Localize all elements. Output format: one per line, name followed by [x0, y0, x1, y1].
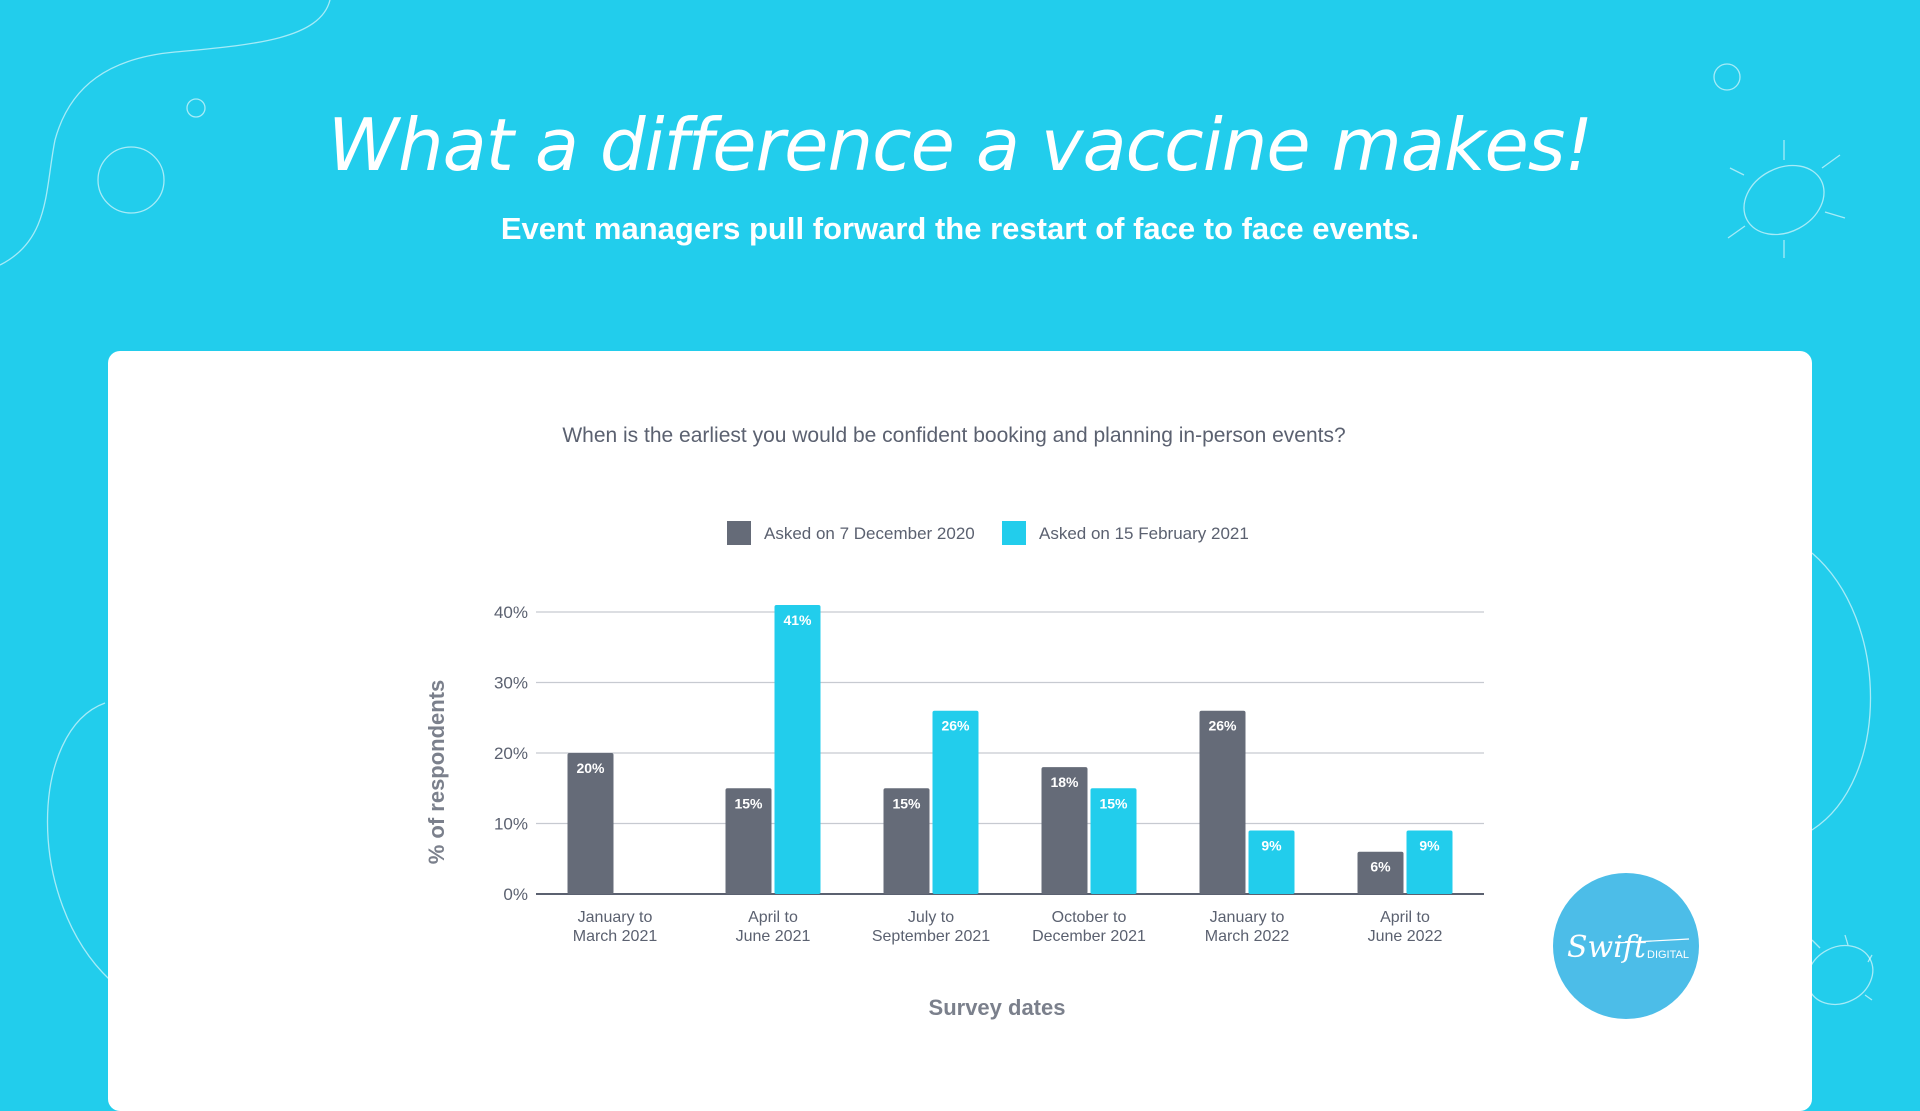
swirl-line-right [1811, 552, 1871, 831]
bar [1406, 830, 1453, 894]
y-tick-label: 40% [494, 603, 528, 622]
data-label: 26% [1208, 718, 1237, 734]
x-tick-label: December 2021 [1032, 928, 1146, 945]
x-tick-label: June 2021 [736, 928, 811, 945]
x-axis-title: Survey dates [929, 995, 1066, 1020]
page-subtitle: Event managers pull forward the restart … [500, 211, 1420, 246]
x-tick-label: April to [1380, 909, 1430, 926]
data-label: 41% [783, 612, 812, 628]
x-tick-label: April to [748, 909, 798, 926]
x-tick-label: July to [908, 909, 954, 926]
x-tick-label: March 2021 [573, 928, 658, 945]
bar [932, 710, 979, 894]
x-tick-label: January to [1210, 909, 1285, 926]
bar [725, 788, 772, 894]
background-decoration [0, 0, 1874, 1006]
bar [1041, 767, 1088, 894]
sun-icon-top-right [1727, 140, 1846, 258]
bar [1199, 710, 1246, 894]
bar [883, 788, 930, 894]
ring-small-top-right [1713, 63, 1741, 91]
legend-swatch [727, 521, 751, 545]
y-axis-title: % of respondents [424, 680, 449, 865]
swift-digital-logo: Swift DIGITAL [1553, 873, 1699, 1019]
x-tick-label: September 2021 [872, 928, 990, 945]
data-label: 18% [1050, 774, 1079, 790]
page-title: What a difference a vaccine makes! [327, 103, 1593, 187]
ring-large-top-left [97, 146, 165, 214]
bar [567, 753, 614, 894]
chart-title: When is the earliest you would be confid… [562, 424, 1346, 447]
logo-script-text: Swift [1567, 930, 1647, 965]
x-tick-label: October to [1052, 909, 1127, 926]
y-tick-label: 0% [503, 885, 528, 904]
data-label: 20% [576, 760, 605, 776]
y-tick-label: 30% [494, 674, 528, 693]
y-tick-label: 10% [494, 815, 528, 834]
data-label: 15% [1099, 795, 1128, 811]
legend-swatch [1002, 521, 1026, 545]
bar-chart: 0% 10% 20% 30% 40% 20% 15% 15% 18% 26% 6% 41% 26% 15%… [424, 521, 1484, 1020]
bar [774, 604, 821, 894]
data-label: 15% [892, 795, 921, 811]
data-label: 6% [1370, 859, 1391, 875]
data-label: 9% [1261, 838, 1282, 854]
swirl-line-top-left [0, 0, 331, 266]
x-tick-label: June 2022 [1368, 928, 1443, 945]
y-tick-label: 20% [494, 744, 528, 763]
logo-word-text: DIGITAL [1647, 949, 1689, 961]
x-tick-label: January to [578, 909, 653, 926]
legend-label: Asked on 7 December 2020 [764, 524, 975, 543]
data-label: 9% [1419, 838, 1440, 854]
data-label: 15% [734, 795, 763, 811]
bar [1357, 851, 1404, 894]
x-tick-label: March 2022 [1205, 928, 1290, 945]
signature-mark-icon: Swift DIGITAL [1567, 930, 1690, 965]
bar [1090, 788, 1137, 894]
bar [1248, 830, 1295, 894]
legend-label: Asked on 15 February 2021 [1039, 524, 1249, 543]
swirl-line-bottom-left [46, 702, 111, 981]
ring-small-top-left [186, 98, 206, 118]
data-label: 26% [941, 718, 970, 734]
